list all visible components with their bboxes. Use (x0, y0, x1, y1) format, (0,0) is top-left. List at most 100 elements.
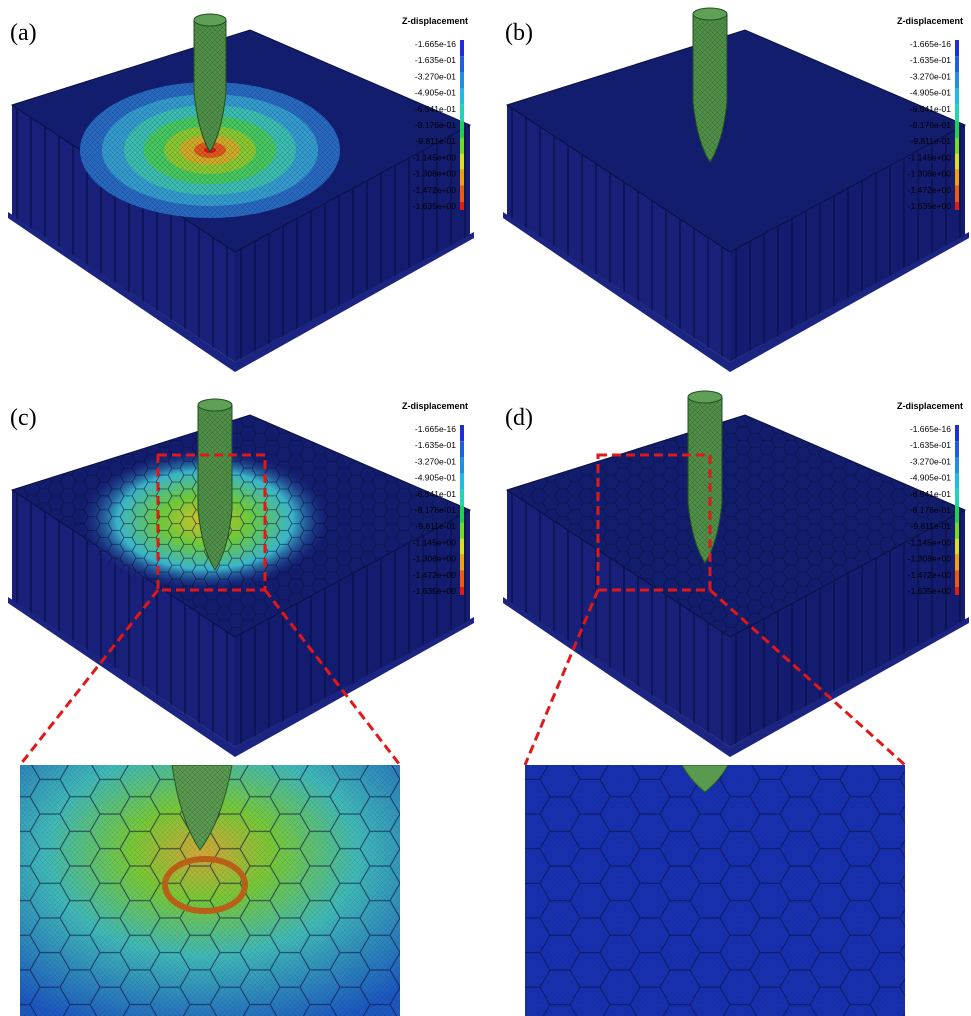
legend-label: -1.472e+00 (413, 570, 457, 580)
colorbar-segment (460, 555, 464, 571)
indenter-top (198, 399, 232, 411)
panel-label: (a) (10, 20, 37, 46)
indenter-top (194, 14, 226, 26)
legend-label: -9.811e-01 (911, 136, 952, 146)
legend-label: -1.145e+00 (413, 152, 457, 162)
legend-label: -1.472e+00 (908, 185, 952, 195)
legend-label: -3.270e-01 (910, 71, 951, 81)
colorbar-segment (955, 555, 959, 571)
colorbar-segment (460, 121, 464, 137)
legend-label: -9.811e-01 (416, 136, 457, 146)
indenter-top (693, 8, 727, 20)
figure: (a) Z-displacement -1.665e-16 -1.635e-01 -3.… (0, 0, 971, 1016)
colorbar-segment (955, 186, 959, 202)
colorbar-segment (460, 105, 464, 121)
legend-label: -1.635e-01 (910, 55, 951, 65)
colorbar-segment (460, 153, 464, 169)
legend-label: -1.665e-16 (910, 39, 951, 49)
colorbar-segment (460, 425, 464, 441)
legend-label: -9.811e-01 (911, 521, 952, 531)
legend-label: -4.905e-01 (910, 88, 951, 98)
colorbar-segment (955, 153, 959, 169)
legend-label: -1.635e+00 (413, 201, 457, 211)
colorbar-segment (955, 457, 959, 473)
colorbar-segment (955, 72, 959, 88)
colorbar-segment (955, 474, 959, 490)
colorbar-segment (955, 587, 959, 595)
colorbar-segment (460, 89, 464, 105)
legend-title: Z-displacement (897, 16, 963, 26)
colorbar-segment (955, 571, 959, 587)
colorbar-segment (460, 40, 464, 56)
panel-label: (b) (505, 20, 533, 46)
colorbar-segment (955, 425, 959, 441)
colorbar-segment (955, 40, 959, 56)
colorbar-segment (955, 522, 959, 538)
colorbar-segment (955, 121, 959, 137)
panel: (b) Z-displacement -1.665e-16 -1.635e-01 -3.… (503, 8, 969, 372)
legend-label: -3.270e-01 (415, 456, 456, 466)
colorbar-segment (955, 56, 959, 72)
legend-label: -8.176e-01 (415, 505, 456, 515)
colorbar-segment (955, 506, 959, 522)
colorbar-segment (460, 474, 464, 490)
legend-label: -6.541e-01 (415, 489, 456, 499)
legend-label: -4.905e-01 (910, 473, 951, 483)
legend-label: -1.665e-16 (415, 39, 456, 49)
colorbar-segment (460, 587, 464, 595)
panel: (d)Z-displacement-1.665e-16-1.635e-01-3.… (503, 391, 969, 757)
colorbar-segment (460, 490, 464, 506)
zoom-mesh (525, 765, 905, 1016)
legend-label: -1.635e-01 (415, 55, 456, 65)
panel-label: (c) (10, 405, 37, 431)
colorbar-segment (955, 202, 959, 210)
legend-title: Z-displacement (402, 401, 468, 411)
legend-label: -6.541e-01 (415, 104, 456, 114)
colorbar-segment (460, 538, 464, 554)
legend-label: -1.635e-01 (910, 440, 951, 450)
colorbar-segment (460, 522, 464, 538)
legend-label: -9.811e-01 (416, 521, 457, 531)
legend-label: -1.635e+00 (908, 586, 952, 596)
zoom-view-right (525, 765, 905, 1016)
zoom-view-left (20, 765, 400, 1016)
colorbar-segment (460, 186, 464, 202)
colorbar-segment (460, 137, 464, 153)
legend-label: -1.665e-16 (415, 424, 456, 434)
colorbar-segment (460, 72, 464, 88)
colorbar-segment (460, 506, 464, 522)
colorbar-segment (955, 441, 959, 457)
legend-label: -1.308e+00 (908, 169, 952, 179)
panel-label: (d) (505, 405, 533, 431)
legend-label: -4.905e-01 (415, 473, 456, 483)
legend-label: -1.635e-01 (415, 440, 456, 450)
legend-label: -1.308e+00 (413, 554, 457, 564)
colorbar-segment (460, 571, 464, 587)
panel: (c) Z-displacement -1.665e-16 -1.635e-01 -3.… (8, 399, 474, 757)
colorbar-segment (460, 441, 464, 457)
legend-title: Z-displacement (897, 401, 963, 411)
legend-label: -1.472e+00 (413, 185, 457, 195)
colorbar-segment (955, 538, 959, 554)
legend-label: -6.541e-01 (910, 489, 951, 499)
legend-label: -1.635e+00 (413, 586, 457, 596)
panel: (a) Z-displacement -1.665e-16 -1.635e-01 -3.… (8, 14, 474, 372)
colorbar-segment (955, 89, 959, 105)
colorbar-segment (955, 137, 959, 153)
colorbar-segment (460, 202, 464, 210)
legend-label: -8.176e-01 (415, 120, 456, 130)
legend-label: -3.270e-01 (415, 71, 456, 81)
legend-label: -1.665e-16 (910, 424, 951, 434)
legend-label: -1.635e+00 (908, 201, 952, 211)
legend-label: -1.145e+00 (413, 537, 457, 547)
legend-label: -1.145e+00 (908, 152, 952, 162)
legend-title: Z-displacement (402, 16, 468, 26)
colorbar-segment (955, 105, 959, 121)
colorbar-segment (955, 490, 959, 506)
legend-label: -4.905e-01 (415, 88, 456, 98)
colorbar-segment (460, 457, 464, 473)
legend-label: -8.176e-01 (910, 505, 951, 515)
indenter-top (688, 391, 722, 403)
legend-label: -1.308e+00 (413, 169, 457, 179)
legend-label: -1.308e+00 (908, 554, 952, 564)
